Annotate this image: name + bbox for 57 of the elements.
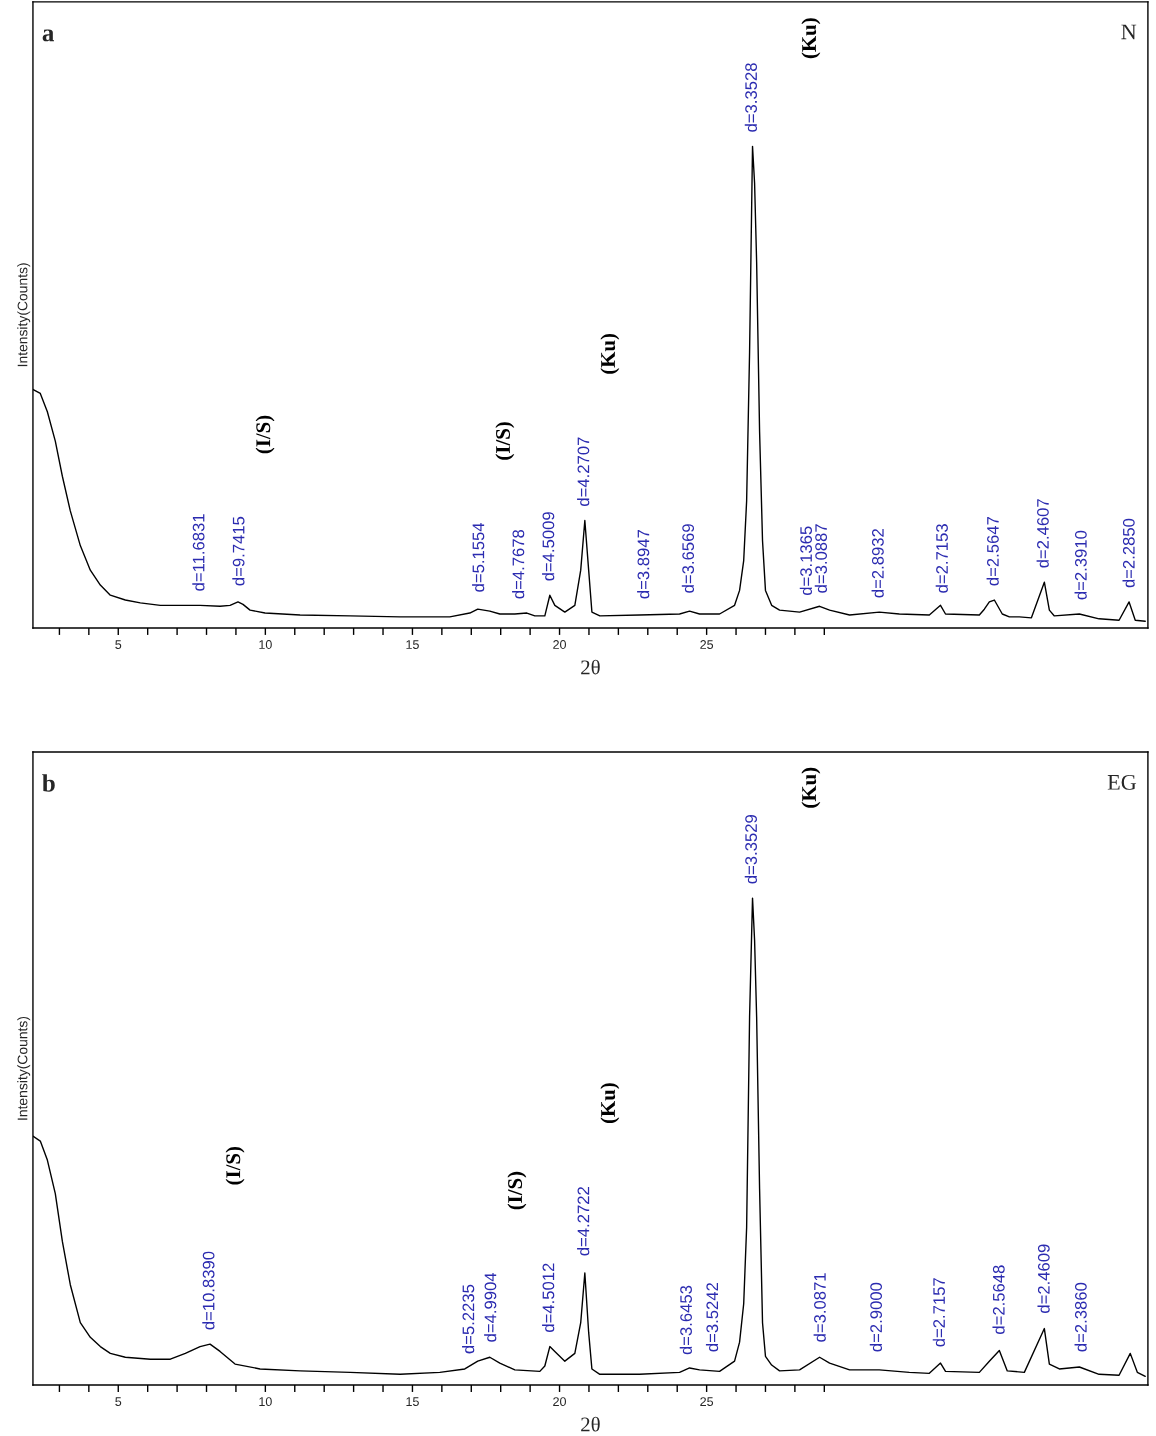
annotation: d=5.2235 (462, 1284, 475, 1354)
x-tick-label: 25 (700, 640, 714, 649)
annotation: d=4.7678 (512, 529, 525, 599)
annotation: d=10.8390 (202, 1251, 215, 1330)
x-tick-label: 5 (115, 1397, 122, 1407)
annotation: d=3.6453 (679, 1285, 692, 1355)
y-axis-title: Intensity(Counts) (17, 263, 31, 367)
annotation: (I/S) (255, 415, 275, 454)
annotation: d=4.5009 (542, 512, 555, 581)
annotation: d=2.3860 (1074, 1282, 1087, 1352)
annotation: (Ku) (600, 333, 620, 374)
text: b (42, 774, 55, 792)
x-axis-title: 2θ (581, 1416, 600, 1432)
annotation: d=9.7415 (232, 516, 245, 586)
annotation: d=3.3529 (744, 815, 757, 884)
text: a (42, 29, 54, 42)
annotation: d=2.5647 (986, 517, 999, 586)
annotation: d=3.0887 (814, 524, 828, 593)
annotation: d=4.5012 (542, 1263, 555, 1332)
annotation: (I/S) (507, 1171, 527, 1210)
text: (Ku) (801, 18, 821, 59)
annotation: (I/S) (225, 1147, 245, 1185)
annotation: d=2.5648 (992, 1265, 1005, 1334)
x-tick-label: 10 (259, 1397, 272, 1407)
annotation: d=4.2722 (577, 1187, 590, 1256)
annotation: d=2.9000 (869, 1282, 883, 1352)
annotation: d=3.3528 (744, 63, 757, 132)
x-tick-label: 15 (406, 640, 419, 649)
annotation: d=2.8932 (871, 529, 884, 598)
x-tick-label: 20 (553, 640, 566, 649)
x-tick-label: 15 (406, 1397, 419, 1407)
y-axis-title: Intensity(Counts) (17, 1016, 31, 1120)
x-tick-label: 20 (553, 1397, 566, 1407)
annotation: d=2.7153 (935, 524, 948, 593)
annotation: d=11.6831 (192, 514, 205, 591)
annotation: d=3.0871 (813, 1273, 826, 1342)
x-tick-label: 10 (259, 640, 272, 649)
text: (Ku) (801, 767, 821, 808)
x-tick-label: 25 (700, 1397, 714, 1407)
annotation: d=2.3910 (1074, 530, 1087, 600)
annotation: d=3.1365 (799, 526, 813, 596)
x-axis-title: 2θ (581, 659, 600, 675)
text: N (1121, 24, 1137, 40)
annotation: (I/S) (495, 422, 515, 460)
annotation: d=3.5242 (705, 1283, 719, 1352)
annotation: d=2.4607 (1036, 499, 1049, 568)
annotation: d=4.2707 (577, 437, 590, 506)
annotation: (Ku) (600, 1083, 620, 1124)
annotation: d=3.8947 (637, 530, 650, 599)
text: EG (1107, 774, 1137, 790)
x-tick-label: 5 (115, 640, 122, 649)
annotation: d=2.4609 (1037, 1244, 1050, 1313)
annotation: d=2.7157 (932, 1278, 945, 1347)
annotation: d=2.2850 (1122, 518, 1135, 588)
annotation: d=5.1554 (472, 522, 485, 592)
annotation: d=4.9904 (484, 1272, 497, 1342)
annotation: d=3.6569 (681, 524, 695, 593)
